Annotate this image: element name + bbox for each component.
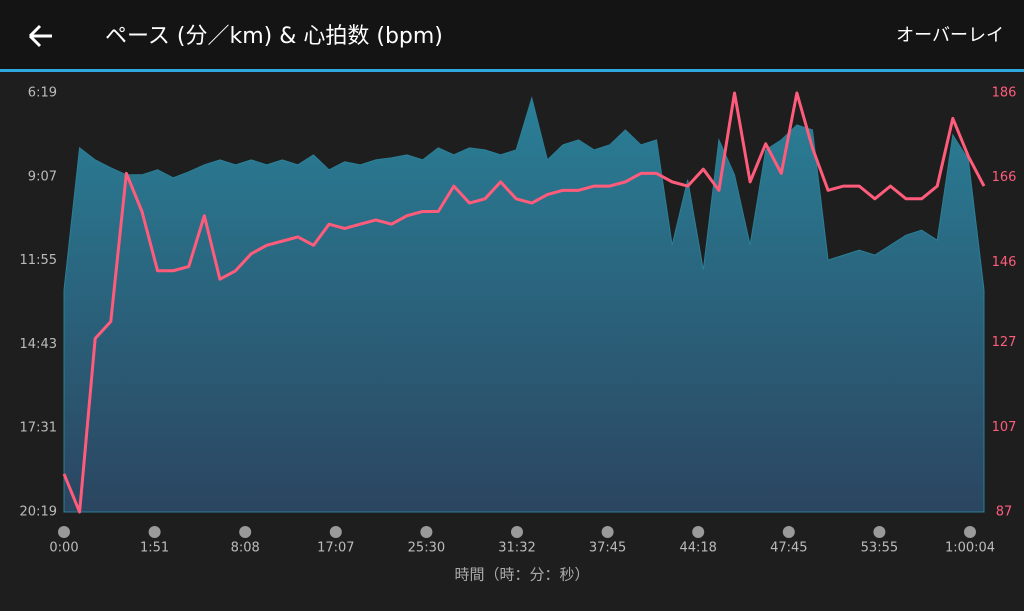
header-underline (0, 69, 1024, 72)
x-tick-dot (239, 526, 252, 538)
y2-tick-label: 146 (992, 255, 1017, 270)
x-tick-label: 1:00:04 (945, 541, 995, 556)
x-tick-label: 25:30 (408, 541, 445, 556)
x-tick-label: 1:51 (140, 541, 169, 556)
x-tick-dot (511, 526, 523, 538)
x-tick-label: 8:08 (231, 541, 260, 556)
y-tick-label: 11:55 (20, 253, 57, 268)
y-tick-label: 6:19 (28, 86, 57, 101)
x-tick-label: 44:18 (679, 541, 716, 556)
x-tick-label: 0:00 (49, 541, 78, 556)
x-tick-dot (873, 526, 886, 538)
page-title: ペース (分／km) & 心拍数 (bpm) (105, 24, 443, 49)
x-axis-title: 時間（時：分：秒） (454, 566, 589, 584)
x-tick-label: 31:32 (498, 541, 535, 556)
y2-tick-label: 127 (992, 335, 1017, 350)
x-tick-dot (148, 526, 161, 538)
x-tick-label: 17:07 (317, 541, 354, 556)
y2-tick-label: 166 (992, 170, 1017, 185)
x-tick-dot (329, 526, 342, 538)
header-bar (0, 0, 1024, 70)
x-tick-dot (692, 526, 705, 538)
y-tick-label: 9:07 (28, 169, 57, 184)
x-tick-dot (601, 526, 614, 538)
y2-tick-label: 107 (992, 420, 1017, 435)
x-tick-label: 53:55 (861, 541, 898, 556)
y-tick-label: 17:31 (20, 421, 57, 436)
x-tick-dot (782, 526, 795, 538)
pace-area (63, 96, 985, 513)
y-tick-label: 20:19 (20, 505, 57, 520)
y2-tick-label: 87 (996, 505, 1013, 520)
x-tick-label: 47:45 (770, 541, 807, 556)
x-tick-dot (420, 526, 433, 538)
heart-rate-line (62, 91, 986, 514)
y-tick-label: 14:43 (20, 337, 57, 352)
back-button[interactable] (28, 24, 52, 48)
y2-tick-label: 186 (992, 86, 1017, 101)
overlay-button[interactable]: オーバーレイ (896, 25, 1004, 46)
x-tick-label: 37:45 (589, 541, 626, 556)
x-tick-dot (58, 526, 70, 538)
x-tick-dot (964, 526, 976, 538)
